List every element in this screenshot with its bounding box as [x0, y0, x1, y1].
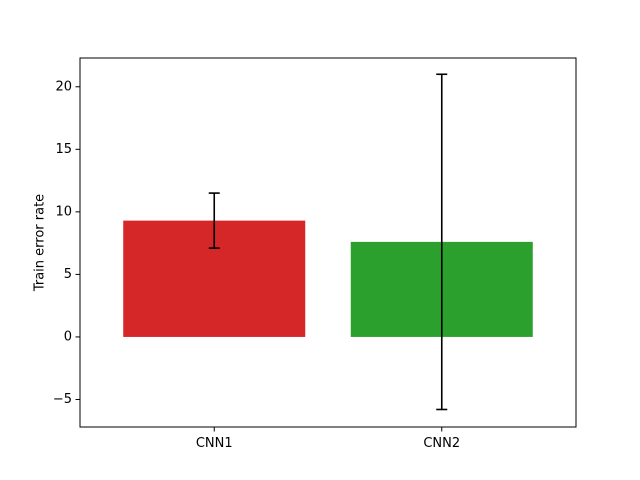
- y-axis-label: Train error rate: [33, 194, 48, 292]
- x-tick-label: CNN1: [196, 436, 233, 451]
- y-tick-label: 20: [55, 79, 72, 94]
- y-axis-ticks: −5 0 5 10 15 20: [53, 79, 80, 407]
- y-tick-label: 15: [55, 142, 72, 157]
- y-tick-label: 0: [64, 329, 72, 344]
- y-tick-label: −5: [53, 392, 72, 407]
- x-axis-ticks: CNN1 CNN2: [196, 427, 460, 451]
- errorbars-layer: [208, 73, 448, 411]
- x-tick-label: CNN2: [423, 436, 460, 451]
- plot-frame: [79, 57, 577, 428]
- y-tick-label: 10: [55, 204, 72, 219]
- y-tick-label: 5: [64, 267, 72, 282]
